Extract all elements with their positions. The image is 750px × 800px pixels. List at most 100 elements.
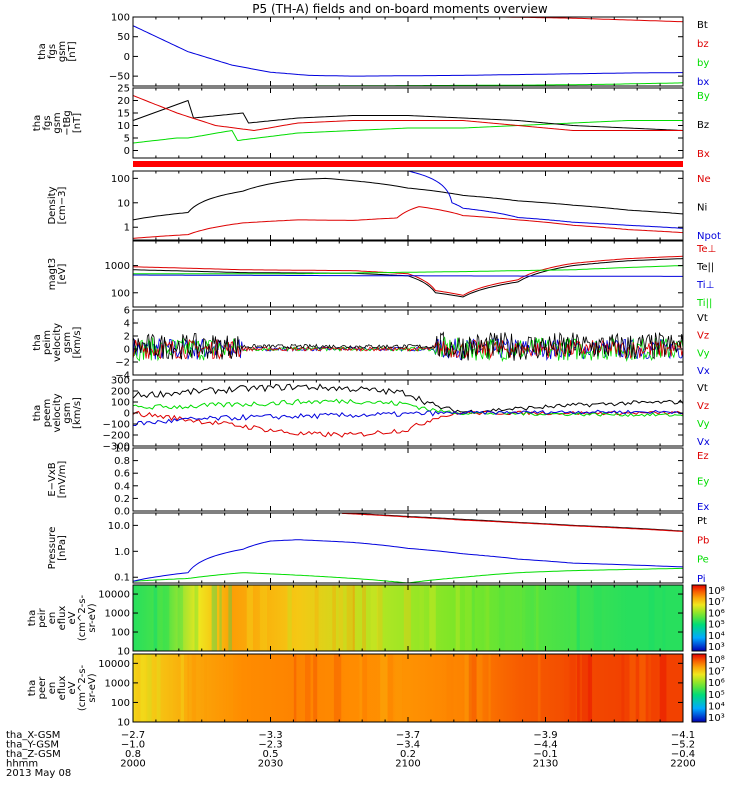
colorbar-tick-label: 10⁸	[708, 655, 725, 666]
x-row-value: 2200	[670, 759, 695, 770]
panel-1: 100 50 0 −50 tha fgs gsm [nT] Bt bz by bx	[37, 13, 709, 89]
legend-Vt: Vt	[697, 383, 708, 394]
colorbar-tick-label: 10⁴	[708, 701, 725, 712]
legend-Ez: Ez	[697, 451, 709, 462]
y-tick-label: 4	[124, 319, 130, 330]
series-Bz	[133, 99, 683, 131]
y-axis-label: tha peem velocity gsm [km/s]	[32, 393, 83, 432]
y-axis-label: tha fgs gsm [nT]	[37, 41, 78, 62]
y-axis-label-line: [km/s]	[72, 326, 83, 358]
y-axis-label-line: fgs	[47, 44, 58, 59]
y-axis-label: tha fgs gsm −tBg [nT]	[32, 110, 83, 136]
y-axis-label-line: magt3	[47, 258, 58, 291]
y-tick-label: 1.0	[114, 444, 130, 455]
y-tick-label: 10	[117, 121, 130, 132]
panel-frame	[132, 87, 684, 159]
y-axis-label-line: [eV]	[57, 264, 68, 285]
legend-Bz: Bz	[697, 120, 709, 131]
y-tick-label: 2	[124, 332, 130, 343]
legend-Pb: Pb	[697, 535, 709, 546]
y-tick-label: 0	[124, 409, 130, 420]
y-tick-label: 0	[124, 146, 130, 157]
legend-bz: bz	[697, 39, 709, 50]
spectrogram	[133, 654, 683, 722]
series-Ti⊥	[133, 274, 683, 277]
legend-Bx: Bx	[697, 149, 710, 160]
x-row-label: hhmm	[6, 759, 38, 770]
colorbar-tick-label: 10³	[708, 642, 725, 653]
y-tick-label: 1	[124, 223, 130, 234]
y-tick-label: 1000	[105, 261, 130, 272]
panel-2-plot	[133, 95, 683, 144]
spectrogram	[133, 585, 683, 651]
series-Ni	[133, 177, 683, 221]
colorbar	[691, 653, 707, 723]
panel-3-plot	[133, 171, 683, 239]
panel-frame	[132, 170, 684, 241]
series-Te⊥	[133, 255, 683, 296]
legend-Te⊥: Te⊥	[696, 244, 716, 255]
x-row-value: −2.3	[258, 740, 282, 751]
legend-Ex: Ex	[697, 502, 709, 513]
colorbar-tick-label: 10⁶	[708, 678, 725, 689]
y-tick-label: 5	[124, 134, 130, 145]
x-row-value: 2130	[533, 759, 558, 770]
legend-Vz: Vz	[697, 331, 709, 342]
noise-series-4	[133, 331, 683, 361]
legend-Vz: Vz	[697, 401, 709, 412]
series-Ti||	[133, 265, 683, 275]
y-axis-label-line: gsm	[62, 402, 73, 423]
y-tick-label: −200	[103, 431, 130, 442]
series-bx	[133, 25, 683, 77]
legend-Npot: Npot	[697, 231, 721, 242]
y-tick-label: 100	[111, 174, 130, 185]
x-row-value: 0.8	[125, 749, 141, 760]
legend-Ey: Ey	[697, 477, 709, 488]
noise-series-3	[133, 338, 683, 360]
y-tick-label: 0.2	[114, 494, 130, 505]
y-axis-label-line: eflux	[57, 676, 68, 701]
y-tick-label: −2	[115, 358, 130, 369]
y-tick-label: 0	[124, 345, 130, 356]
y-axis-label-line: velocity	[52, 393, 63, 432]
colorbar-tick-label: 10⁷	[708, 597, 725, 608]
y-axis-label: magt3 [eV]	[47, 258, 68, 291]
y-tick-label: 20	[117, 96, 130, 107]
y-tick-label: 10.0	[108, 521, 130, 532]
x-row-value: −0.4	[671, 749, 695, 760]
colorbar-tick-label: 10³	[708, 713, 725, 724]
y-tick-label: 25	[117, 84, 130, 95]
y-axis-label-line: tha	[32, 405, 43, 421]
legend-Pi: Pi	[697, 574, 706, 585]
y-axis-label-line: tha	[27, 610, 38, 626]
x-row-value: −3.9	[533, 730, 557, 741]
series-Pb	[341, 513, 683, 532]
y-tick-label: 10	[117, 647, 130, 658]
y-axis-label-line: en	[47, 612, 58, 625]
colorbar-tick-label: 10⁵	[708, 690, 725, 701]
y-tick-label: 0.0	[114, 507, 130, 518]
series-Vt	[133, 383, 683, 414]
legend-Ne: Ne	[697, 174, 711, 185]
y-axis-label: Pressure [nPa]	[47, 527, 68, 570]
mode-bar	[133, 161, 683, 167]
y-tick-label: 100	[111, 13, 130, 24]
x-row-label: tha_X-GSM	[6, 730, 60, 741]
panel-frame	[132, 447, 684, 512]
x-row-value: 0.5	[263, 749, 279, 760]
y-tick-label: −100	[103, 420, 130, 431]
colorbar-tick-label: 10⁵	[708, 620, 725, 631]
series-Pi	[133, 539, 683, 582]
x-row-value: 2000	[120, 759, 145, 770]
legend-Pt: Pt	[697, 516, 707, 527]
x-row-value: −4.4	[533, 740, 557, 751]
y-tick-label: −4	[115, 371, 130, 382]
y-axis-label-line: tha	[27, 680, 38, 696]
y-axis-label: tha peir en eflux eV (cm^2-s-sr-eV)	[27, 594, 98, 641]
panel-3: 100 10 1 Density [cm−3] Ne Ni Npot	[47, 170, 721, 242]
y-axis-label-line: peim	[42, 330, 53, 355]
y-axis-label-line: [mV/m]	[57, 461, 68, 499]
x-row-value: −3.7	[396, 730, 420, 741]
y-axis-label-line: eflux	[57, 606, 68, 631]
